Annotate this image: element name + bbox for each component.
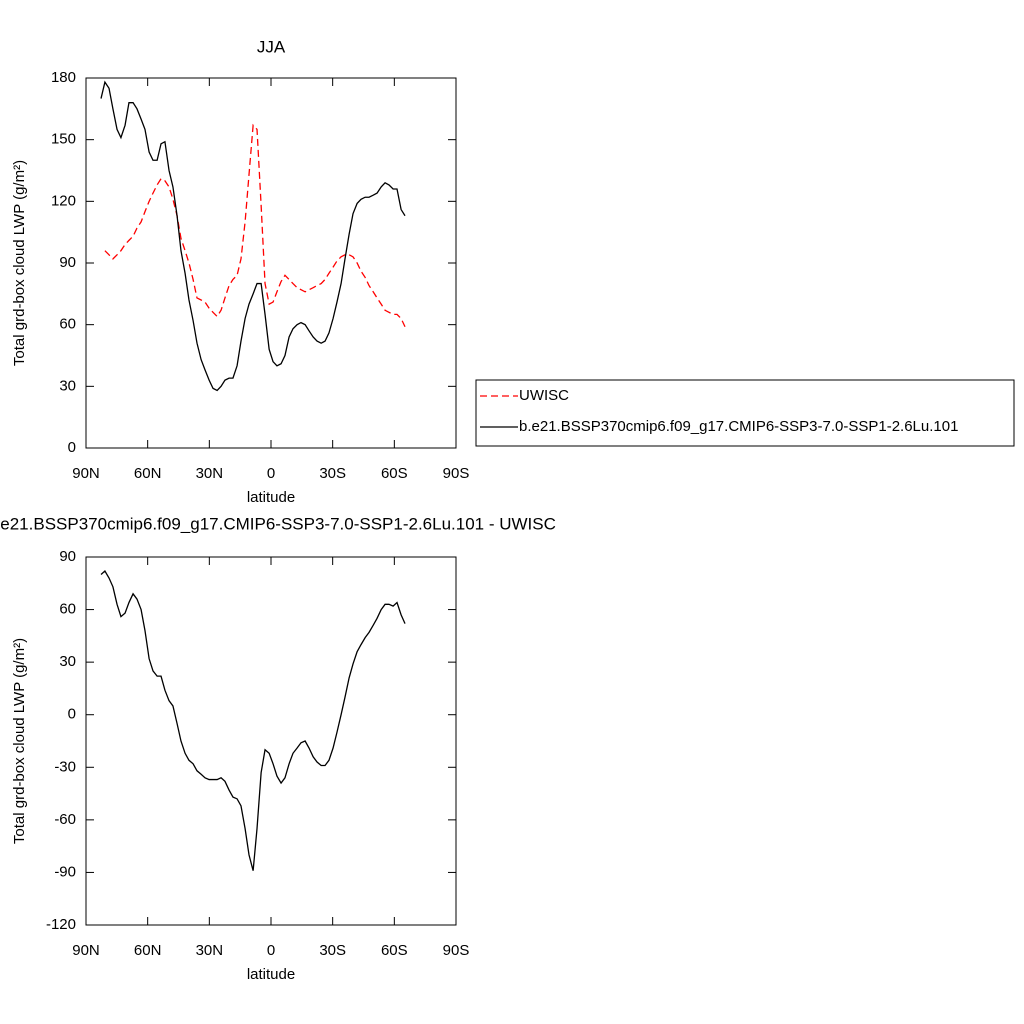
y-tick-label: 0	[68, 706, 76, 723]
x-tick-label: 60S	[381, 942, 408, 959]
x-tick-label: 30N	[196, 942, 224, 959]
y-tick-label: 180	[51, 69, 76, 86]
y-tick-label: 60	[59, 316, 76, 333]
y-tick-label: 30	[59, 653, 76, 670]
legend-box	[475, 379, 1015, 447]
y-tick-label: -30	[54, 758, 76, 775]
x-tick-label: 30S	[319, 465, 346, 482]
y-tick-label: 150	[51, 131, 76, 148]
x-tick-label: 90S	[443, 942, 470, 959]
x-tick-label: 30N	[196, 465, 224, 482]
x-axis-label: latitude	[247, 966, 295, 983]
y-axis-label: Total grd-box cloud LWP (g/m²)	[11, 638, 28, 844]
y-tick-label: 120	[51, 192, 76, 209]
y-tick-label: -90	[54, 863, 76, 880]
y-axis-label: Total grd-box cloud LWP (g/m²)	[11, 160, 28, 366]
legend-label: UWISC	[519, 387, 569, 404]
chart-title: JJA	[257, 37, 286, 56]
line-series	[104, 123, 406, 327]
x-axis-label: latitude	[247, 489, 295, 506]
x-tick-label: 90N	[72, 465, 100, 482]
x-tick-label: 0	[267, 942, 275, 959]
line-series	[100, 570, 406, 871]
x-tick-label: 30S	[319, 942, 346, 959]
x-tick-label: 60S	[381, 465, 408, 482]
plot-frame	[85, 77, 457, 449]
x-tick-label: 60N	[134, 465, 162, 482]
y-tick-label: 60	[59, 601, 76, 618]
y-tick-label: 0	[68, 439, 76, 456]
y-tick-label: -120	[46, 916, 76, 933]
line-series	[100, 80, 406, 392]
x-tick-label: 0	[267, 465, 275, 482]
y-tick-label: 90	[59, 548, 76, 565]
chart-title: b.e21.BSSP370cmip6.f09_g17.CMIP6-SSP3-7.…	[0, 514, 556, 533]
y-tick-label: 30	[59, 377, 76, 394]
x-tick-label: 90S	[443, 465, 470, 482]
plot-frame	[85, 556, 457, 926]
y-tick-label: -60	[54, 811, 76, 828]
x-tick-label: 60N	[134, 942, 162, 959]
x-tick-label: 90N	[72, 942, 100, 959]
y-tick-label: 90	[59, 254, 76, 271]
legend-label: b.e21.BSSP370cmip6.f09_g17.CMIP6-SSP3-7.…	[519, 418, 958, 435]
